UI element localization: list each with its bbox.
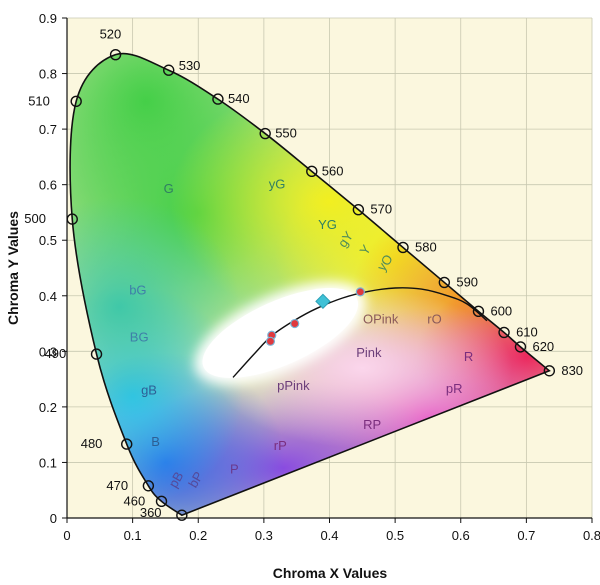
- y-tick-label: 0.3: [39, 344, 57, 359]
- wavelength-marker: [155, 495, 168, 508]
- x-tick-label: 0.3: [255, 528, 273, 543]
- wavelength-marker: [306, 165, 318, 178]
- region-label: Pink: [356, 345, 382, 360]
- wavelength-label: 510: [28, 93, 50, 108]
- wavelength-marker: [472, 305, 485, 318]
- region-label: pB: [166, 469, 187, 490]
- y-tick-label: 0.1: [39, 455, 57, 470]
- wavelength-marker: [543, 365, 556, 377]
- spectral-locus-line: [69, 52, 551, 517]
- wavelength-label: 590: [456, 274, 478, 289]
- wavelength-label: 560: [322, 163, 344, 178]
- region-label: yG: [269, 177, 286, 192]
- region-label: rO: [427, 312, 441, 327]
- region-label: P: [230, 462, 239, 477]
- data-point: [290, 318, 300, 329]
- wavelength-marker: [212, 93, 224, 105]
- x-tick-label: 0.4: [320, 528, 338, 543]
- x-tick-label: 0.8: [583, 528, 600, 543]
- y-tick-label: 0.2: [39, 400, 57, 415]
- wavelength-label: 600: [490, 303, 512, 318]
- region-label: rP: [274, 438, 287, 453]
- region-label: B: [151, 434, 160, 449]
- wavelength-label: 830: [561, 363, 583, 378]
- wavelength-marker: [142, 480, 155, 492]
- y-tick-label: 0.8: [39, 67, 57, 82]
- reference-diamond-marker: [315, 293, 331, 310]
- wavelength-marker: [438, 276, 451, 289]
- data-point: [265, 336, 276, 346]
- wavelength-label: 500: [24, 211, 46, 226]
- wavelength-marker: [259, 127, 271, 140]
- y-tick-label: 0: [50, 511, 57, 526]
- wavelength-marker: [397, 241, 409, 254]
- y-tick-label: 0.4: [39, 289, 57, 304]
- axes: 0 0.1 0.2 0.3 0.4 0.5 0.6 0.7 0.8 0 0.1 0.2 0.3 0.4 0.…: [39, 11, 600, 543]
- data-points: [265, 287, 365, 346]
- wavelength-label: 460: [124, 493, 146, 508]
- region-label: bP: [185, 469, 206, 490]
- wavelength-marker: [90, 348, 103, 360]
- region-label: pR: [446, 381, 463, 396]
- data-point: [355, 287, 365, 297]
- wavelength-label: 520: [100, 27, 122, 42]
- x-tick-label: 0.6: [452, 528, 470, 543]
- y-tick-label: 0.6: [39, 178, 57, 193]
- wavelength-marker: [514, 341, 527, 353]
- region-label: bG: [129, 283, 146, 298]
- region-label: pPink: [277, 378, 310, 393]
- y-tick-label: 0.7: [39, 122, 57, 137]
- region-label: RP: [363, 417, 381, 432]
- region-label: gB: [141, 383, 157, 398]
- wavelength-marker: [163, 64, 175, 76]
- y-tick-label: 0.5: [39, 233, 57, 248]
- wavelength-label: 530: [179, 58, 201, 73]
- wavelength-label: 550: [275, 126, 297, 141]
- wavelength-label: 480: [81, 436, 103, 451]
- wavelength-label: 540: [228, 91, 250, 106]
- x-tick-label: 0.1: [124, 528, 142, 543]
- wavelength-marker: [176, 509, 188, 521]
- x-tick-label: 0.7: [517, 528, 535, 543]
- region-label: R: [464, 349, 473, 364]
- region-label: OPink: [363, 312, 399, 327]
- x-tick-label: 0: [63, 528, 70, 543]
- wavelength-label: 580: [415, 239, 437, 254]
- wavelength-marker: [70, 95, 82, 108]
- x-axis-title: Chroma X Values: [273, 565, 388, 581]
- wavelength-label: 570: [370, 202, 392, 217]
- wavelength-marker: [352, 203, 365, 216]
- wavelength-marker: [109, 48, 122, 61]
- wavelength-marker: [121, 438, 133, 450]
- region-label: G: [164, 181, 174, 196]
- x-tick-label: 0.2: [189, 528, 207, 543]
- wavelength-label: 470: [106, 478, 128, 493]
- region-label: YG: [318, 217, 337, 232]
- wavelength-label: 490: [45, 346, 67, 361]
- wavelength-label: 610: [516, 324, 538, 339]
- y-axis-title: Chroma Y Values: [5, 211, 21, 325]
- wavelength-marker: [498, 326, 510, 339]
- wavelength-label: 360: [140, 505, 162, 520]
- spectral-locus: [66, 48, 556, 521]
- wavelength-label: 620: [532, 339, 554, 354]
- region-label: BG: [130, 329, 149, 344]
- x-tick-label: 0.5: [386, 528, 404, 543]
- y-tick-label: 0.9: [39, 11, 57, 26]
